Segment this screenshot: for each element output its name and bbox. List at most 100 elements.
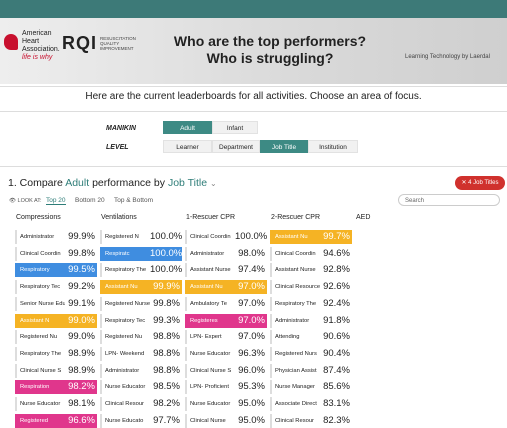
- product: RQI: [62, 33, 98, 53]
- leaderboard-entry[interactable]: Respiratc 100.0%: [100, 246, 182, 261]
- leaderboard-entry[interactable]: Respiratory The 98.9%: [15, 346, 97, 361]
- leaderboard-entry[interactable]: Respiratory The 92.4%: [270, 296, 352, 311]
- leaderboard-entry[interactable]: Ambulatory Te 97.0%: [185, 296, 267, 311]
- entry-value: 87.4%: [323, 364, 350, 376]
- compare-level[interactable]: Job Title: [167, 177, 208, 189]
- column-header: Compressions: [16, 214, 61, 221]
- compare-prefix: 1. Compare: [8, 177, 63, 189]
- entry-label: Registered Nu: [15, 330, 65, 345]
- leaderboard-entry[interactable]: Nurse Educator 98.1%: [15, 397, 97, 411]
- leaderboard-entry[interactable]: Associate Direct 83.1%: [270, 397, 352, 411]
- entry-value: 98.9%: [68, 364, 95, 376]
- filter-pill[interactable]: ✕ 4 Job Titles: [455, 176, 505, 190]
- leaderboard-entry[interactable]: LPN- Expert 97.0%: [185, 330, 267, 345]
- leaderboard-entry[interactable]: Clinical Resource 92.6%: [270, 280, 352, 295]
- leaderboard-entry[interactable]: Registered Nurse 99.8%: [100, 296, 182, 311]
- leaderboard-entry[interactable]: Respiratory 99.5%: [15, 263, 97, 278]
- entry-value: 92.8%: [323, 264, 350, 276]
- leaderboard-entry[interactable]: Administrator 99.9%: [15, 230, 97, 244]
- entry-label: Assistant Nurse: [185, 263, 235, 278]
- entry-label: Administrator: [270, 313, 320, 328]
- leaderboard-entry[interactable]: Respiratory The 100.0%: [100, 263, 182, 278]
- entry-value: 90.6%: [323, 331, 350, 343]
- leaderboard-entry[interactable]: Clinical Nurse S 98.9%: [15, 363, 97, 378]
- entry-label: LPN- Proficient: [185, 380, 235, 395]
- leaderboard-entry[interactable]: Respiratory Tec 99.3%: [100, 313, 182, 328]
- leaderboard-entry[interactable]: Nurse Educato 97.7%: [100, 413, 182, 428]
- leaderboard-entry[interactable]: Administrator 98.0%: [185, 246, 267, 261]
- leaderboard-entry[interactable]: Registered N 100.0%: [100, 230, 182, 244]
- leaderboard-entry[interactable]: Registered Nurs 90.4%: [270, 346, 352, 361]
- leaderboard-entry[interactable]: Clinical Coordin 100.0%: [185, 230, 267, 244]
- leaderboard-entry[interactable]: Assistant Nurse 97.4%: [185, 263, 267, 278]
- leaderboard-entry[interactable]: Senior Nurse Edu 99.1%: [15, 296, 97, 311]
- entry-label: Nurse Educator: [185, 346, 235, 361]
- compare-middle: performance by: [92, 177, 166, 189]
- entry-label: Administrator: [15, 230, 65, 244]
- entry-value: 95.3%: [238, 381, 265, 393]
- leaderboard-entry[interactable]: Respiratory Tec 99.2%: [15, 280, 97, 295]
- entry-label: Clinical Nurse: [185, 413, 235, 428]
- entry-label: Respiratory The: [15, 346, 65, 361]
- leaderboard-entry[interactable]: LPN- Proficient 95.3%: [185, 380, 267, 395]
- entry-value: 97.0%: [238, 297, 265, 309]
- level-button[interactable]: Institution: [308, 140, 358, 153]
- entry-label: Clinical Nurse S: [15, 363, 65, 378]
- leaderboard-entry[interactable]: Physician Assist 87.4%: [270, 363, 352, 378]
- entry-value: 99.0%: [68, 314, 95, 326]
- leaderboard-entry[interactable]: Nurse Educator 98.5%: [100, 380, 182, 395]
- leaderboard-entry[interactable]: Clinical Nurse 95.0%: [185, 413, 267, 428]
- leaderboard-entry[interactable]: Clinical Resour 98.2%: [100, 397, 182, 411]
- entry-value: 98.9%: [68, 347, 95, 359]
- entry-label: Clinical Coordin: [15, 246, 65, 261]
- level-button[interactable]: Department: [212, 140, 260, 153]
- search-box[interactable]: Search: [398, 194, 500, 206]
- entry-value: 99.8%: [153, 297, 180, 309]
- leaderboard-entry[interactable]: Registeres 97.0%: [185, 313, 267, 328]
- leaderboard-entry[interactable]: Nurse Educator 96.3%: [185, 346, 267, 361]
- leaderboard-entry[interactable]: Registered Nu 99.0%: [15, 330, 97, 345]
- separator: [0, 111, 507, 112]
- compare-manikin[interactable]: Adult: [65, 177, 90, 189]
- entry-value: 92.6%: [323, 281, 350, 293]
- leaderboard-entry[interactable]: Attending 90.6%: [270, 330, 352, 345]
- entry-value: 98.5%: [153, 381, 180, 393]
- entry-value: 99.0%: [68, 331, 95, 343]
- leaderboard-entry[interactable]: Assistant Nu 99.7%: [270, 230, 352, 244]
- leaderboard-entry[interactable]: Registered Nu 98.8%: [100, 330, 182, 345]
- aha-logo: [4, 34, 18, 50]
- dropdown-caret[interactable]: ⌄: [209, 179, 217, 188]
- leaderboard-entry[interactable]: Respiration 98.2%: [15, 380, 97, 395]
- entry-value: 99.2%: [68, 281, 95, 293]
- leaderboard-entry[interactable]: Clinical Coordin 94.6%: [270, 246, 352, 261]
- leaderboard-entry[interactable]: Clinical Resour 82.3%: [270, 413, 352, 428]
- org: American Heart Association.: [22, 30, 60, 53]
- level-button[interactable]: Learner: [163, 140, 212, 153]
- entry-value: 98.8%: [153, 364, 180, 376]
- leaderboard-entry[interactable]: Assistant Nu 99.9%: [100, 280, 182, 295]
- leaderboard-entry[interactable]: Nurse Manager 85.6%: [270, 380, 352, 395]
- entry-label: Registered Nu: [100, 330, 150, 345]
- view-tab[interactable]: Top 20: [46, 197, 66, 205]
- entry-label: Assistant Nu: [270, 230, 320, 244]
- view-tab[interactable]: Top & Bottom: [114, 197, 154, 204]
- leaderboard-entry[interactable]: LPN- Weekend 98.8%: [100, 346, 182, 361]
- manikin-label: MANIKIN: [106, 125, 136, 132]
- entry-label: Respiration: [15, 380, 65, 395]
- leaderboard-entry[interactable]: Registered 96.6%: [15, 413, 97, 428]
- leaderboard-entry[interactable]: Assistant Nu 97.0%: [185, 280, 267, 295]
- leaderboard-entry[interactable]: Administrator 98.8%: [100, 363, 182, 378]
- level-button[interactable]: Job Title: [260, 140, 308, 153]
- manikin-button[interactable]: Infant: [212, 121, 258, 134]
- view-tab[interactable]: Bottom 20: [75, 197, 105, 204]
- leaderboard-entry[interactable]: Clinical Coordin 99.8%: [15, 246, 97, 261]
- leaderboard-entry[interactable]: Clinical Nurse S 96.0%: [185, 363, 267, 378]
- manikin-button[interactable]: Adult: [163, 121, 212, 134]
- credit: Learning Technology by Laerdal: [405, 54, 490, 60]
- leaderboard-entry[interactable]: Nurse Educator 95.0%: [185, 397, 267, 411]
- leaderboard-entry[interactable]: Assistant N 99.0%: [15, 313, 97, 328]
- entry-value: 98.2%: [68, 381, 95, 393]
- entry-value: 92.4%: [323, 297, 350, 309]
- leaderboard-entry[interactable]: Assistant Nurse 92.8%: [270, 263, 352, 278]
- leaderboard-entry[interactable]: Administrator 91.8%: [270, 313, 352, 328]
